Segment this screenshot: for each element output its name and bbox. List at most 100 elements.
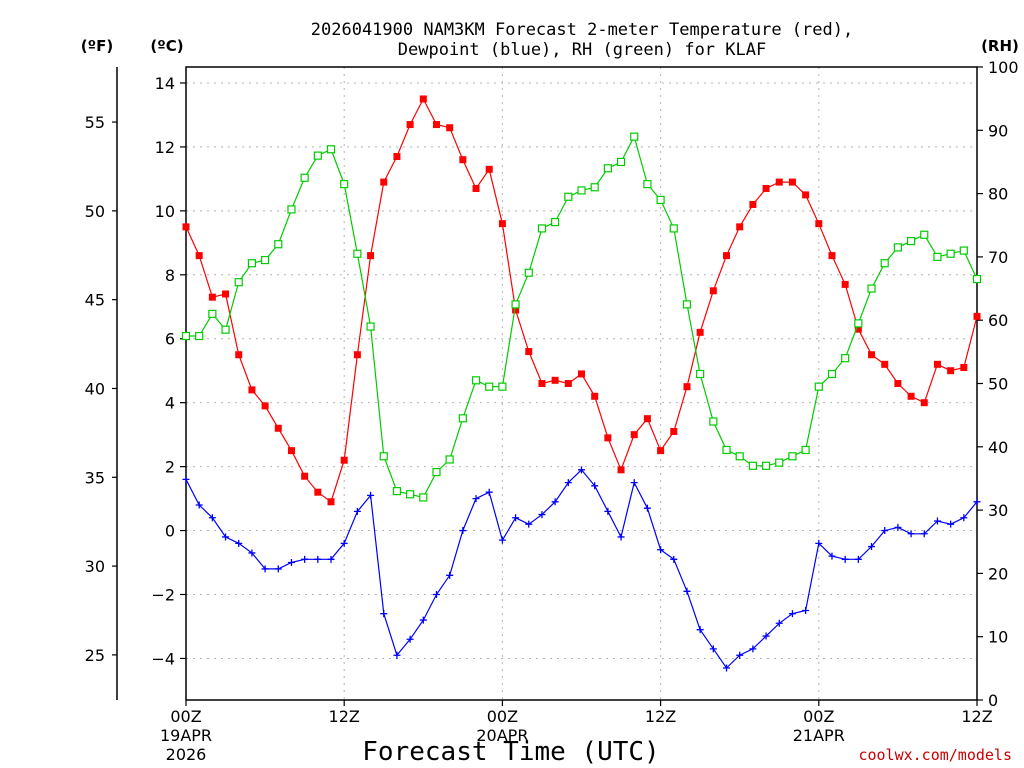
celsius-unit-label: (ºC) <box>150 37 183 55</box>
dewpoint-point <box>538 511 546 519</box>
dewpoint-point <box>657 546 665 554</box>
temperature-point <box>815 220 823 228</box>
temperature-point <box>485 165 493 173</box>
dewpoint-point <box>353 507 361 515</box>
temperature-point <box>419 95 427 103</box>
rh-point <box>696 369 705 379</box>
rh-point <box>577 186 586 195</box>
rh-point <box>392 487 402 496</box>
dewpoint-point <box>868 543 876 551</box>
data-series <box>181 95 982 672</box>
dewpoint-point <box>894 523 902 531</box>
rh-point <box>867 284 876 293</box>
temperature-point <box>538 380 546 387</box>
rh-point <box>669 224 678 233</box>
temperature-point <box>498 220 506 228</box>
temperature-point <box>723 252 731 260</box>
dewpoint-point <box>736 651 744 659</box>
dewpoint-point <box>670 555 678 563</box>
rh-tick-label: 100 <box>988 58 1019 77</box>
rh-point <box>788 452 797 461</box>
rh-point <box>524 268 533 277</box>
temperature-point <box>591 392 599 400</box>
temperature-point <box>340 456 348 464</box>
temperature-point <box>604 434 612 442</box>
f-tick-label: 35 <box>85 468 105 487</box>
rh-tick-label: 30 <box>988 501 1008 520</box>
temperature-point <box>353 351 361 359</box>
temperature-point <box>854 325 862 333</box>
dewpoint-point <box>274 565 282 573</box>
temperature-point <box>947 367 955 375</box>
dewpoint-point <box>973 498 981 506</box>
dewpoint-point <box>696 626 704 634</box>
temperature-point <box>894 380 902 387</box>
dewpoint-point <box>340 539 348 547</box>
dewpoint-point <box>630 479 638 487</box>
temperature-point <box>643 415 651 423</box>
temperature-point <box>512 306 520 314</box>
rh-unit-label: (RH) <box>981 37 1019 55</box>
temperature-point <box>472 184 480 192</box>
x-tick-label: 2026 <box>166 745 207 764</box>
temperature-point <box>868 351 876 359</box>
temperature-point <box>578 370 585 378</box>
rh-point <box>656 195 665 205</box>
temperature-point <box>749 200 757 208</box>
rh-point <box>933 252 942 261</box>
f-tick-label: 45 <box>85 291 105 310</box>
credit-text: coolwx.com/models <box>858 746 1012 764</box>
temperature-point <box>920 399 928 407</box>
x-tick-label: 12Z <box>645 707 676 726</box>
f-tick-label: 30 <box>85 557 105 576</box>
rh-point <box>458 414 467 423</box>
dewpoint-point <box>920 530 928 538</box>
temperature-point <box>222 290 230 298</box>
temperature-point <box>195 252 203 260</box>
rh-point <box>616 157 626 167</box>
fahrenheit-unit-label: (ºF) <box>81 37 113 55</box>
rh-point <box>406 490 415 499</box>
c-tick-label: 8 <box>165 266 175 285</box>
dewpoint-point <box>261 565 269 573</box>
rh-point <box>880 259 889 268</box>
temperature-point <box>683 383 691 391</box>
f-tick-label: 55 <box>85 113 105 132</box>
dewpoint-point <box>498 536 506 544</box>
temperature-point <box>406 121 414 129</box>
dewpoint-point <box>551 498 559 506</box>
dewpoint-point <box>393 651 401 659</box>
dewpoint-point <box>815 539 823 547</box>
c-tick-label: 4 <box>165 394 175 413</box>
dewpoint-point <box>301 555 309 563</box>
temperature-point <box>907 392 915 400</box>
rh-tick-label: 90 <box>988 121 1008 140</box>
rh-tick-label: 20 <box>988 564 1008 583</box>
rh-point <box>775 458 784 467</box>
dewpoint-point <box>432 591 440 598</box>
rh-point <box>353 249 362 258</box>
rh-point <box>906 236 916 246</box>
rh-tick-label: 60 <box>988 311 1008 330</box>
dewpoint-point <box>643 504 651 512</box>
dewpoint-point <box>960 514 968 522</box>
f-tick-label: 50 <box>85 202 105 221</box>
x-tick-label: 19APR <box>160 726 212 745</box>
rh-point <box>564 192 573 201</box>
dewpoint-point <box>512 514 520 522</box>
rh-point <box>801 445 810 455</box>
temperature-point <box>709 287 717 295</box>
rh-point <box>498 382 507 391</box>
c-tick-label: 12 <box>155 138 175 157</box>
temperature-point <box>881 360 889 368</box>
temperature-point <box>367 252 375 260</box>
dewpoint-point <box>419 616 427 624</box>
temperature-point <box>696 328 704 336</box>
temperature-point <box>261 402 269 410</box>
rh-point <box>841 354 850 363</box>
rh-point <box>247 259 257 268</box>
rh-point <box>340 180 349 189</box>
rh-point <box>208 309 217 318</box>
